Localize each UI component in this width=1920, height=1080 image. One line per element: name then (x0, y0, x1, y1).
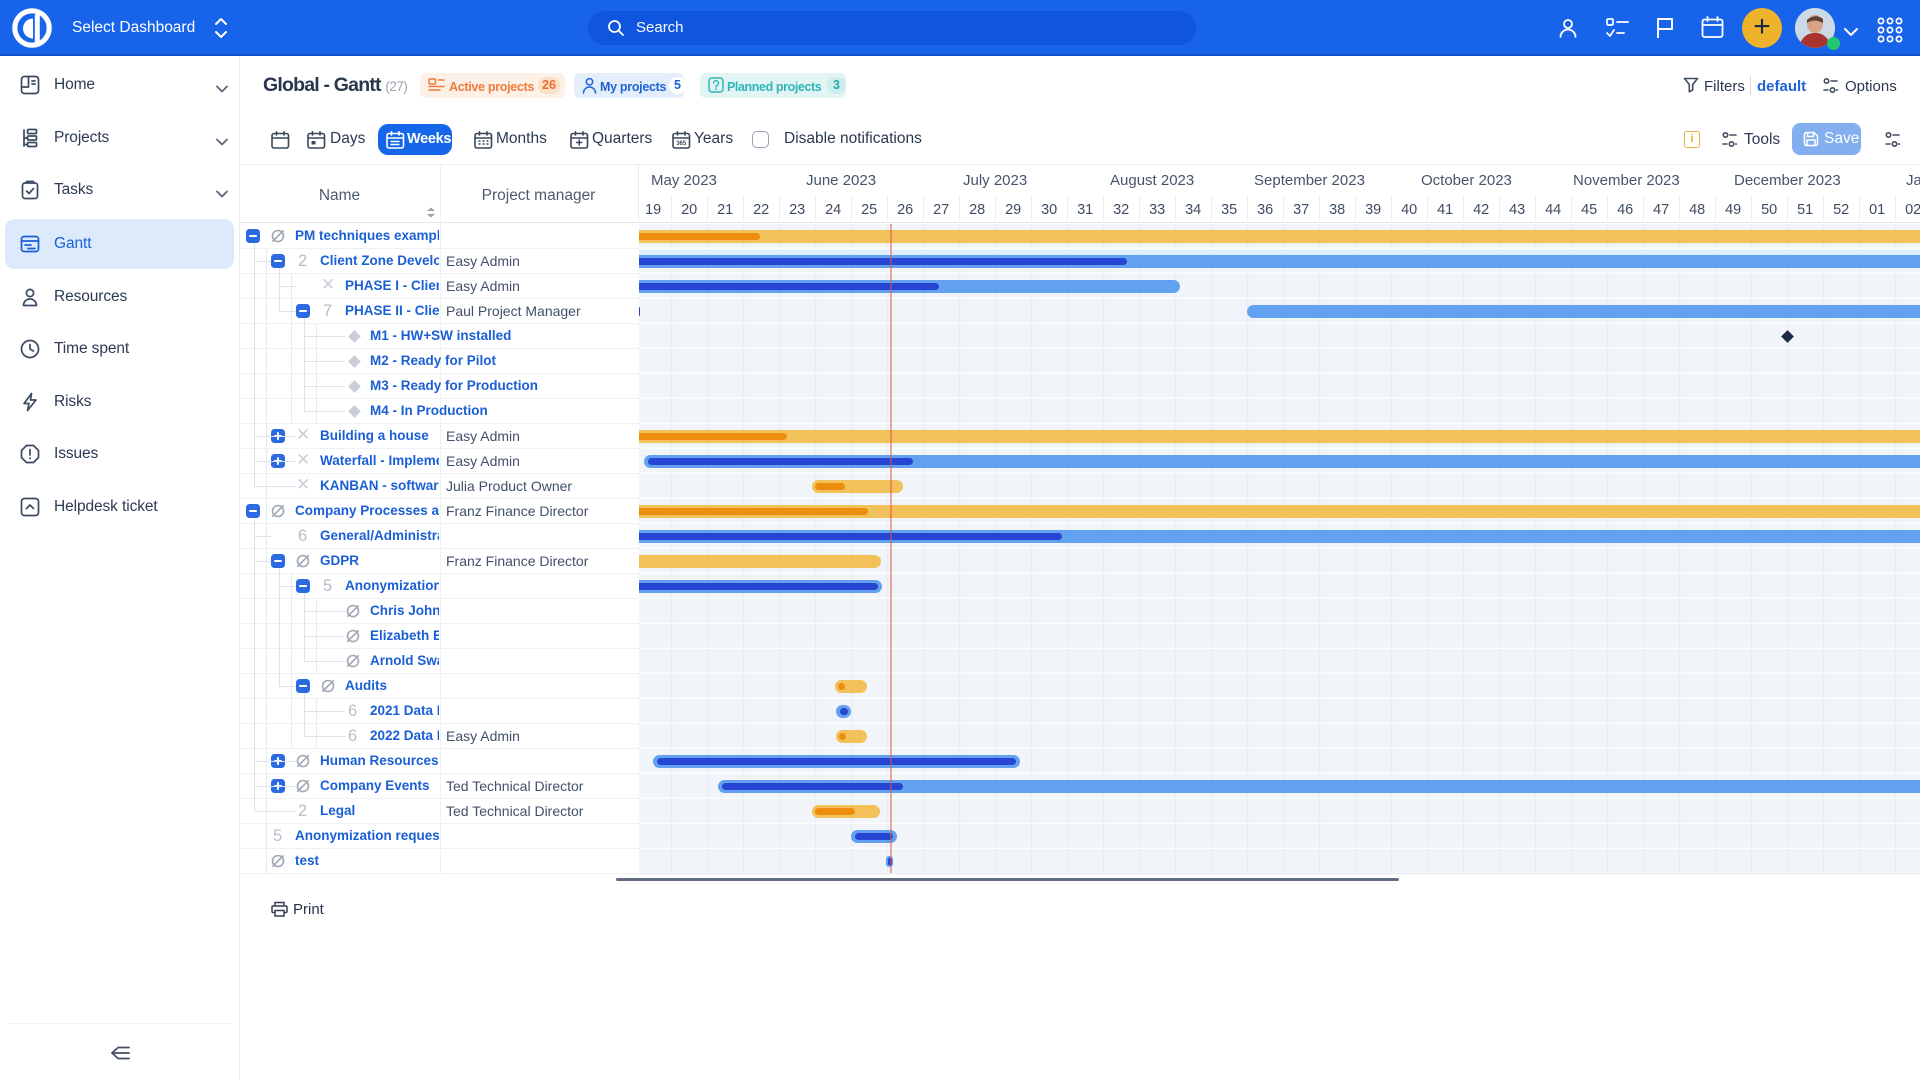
svg-text:365: 365 (676, 141, 687, 147)
